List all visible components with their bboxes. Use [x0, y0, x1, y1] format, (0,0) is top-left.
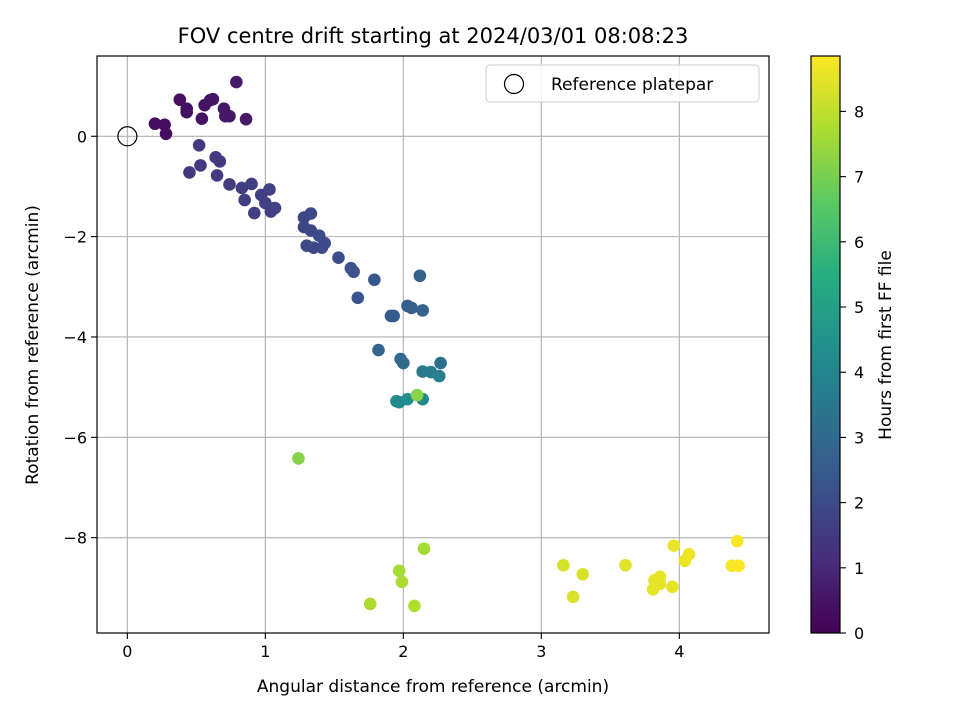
data-point — [401, 392, 414, 406]
data-point — [238, 193, 251, 207]
legend-label: Reference platepar — [551, 75, 713, 95]
data-point — [263, 183, 276, 196]
data-point — [730, 534, 744, 548]
data-point — [245, 177, 258, 191]
chart-title: FOV centre drift starting at 2024/03/01 … — [178, 24, 689, 48]
x-axis-ticks: 0 1 2 3 4 — [122, 633, 684, 661]
y-axis-label: Rotation from reference (arcmin) — [23, 205, 43, 485]
colorbar-gradient — [810, 55, 841, 634]
x-tick-label: 4 — [674, 642, 684, 661]
plot-frame — [96, 55, 770, 634]
data-point — [405, 301, 418, 315]
data-point — [410, 388, 424, 402]
data-point — [619, 558, 632, 572]
data-points — [148, 75, 745, 613]
colorbar-tick-label: 7 — [854, 168, 864, 187]
data-point — [566, 590, 580, 604]
data-point — [347, 265, 360, 279]
data-point — [206, 92, 220, 106]
data-point — [292, 452, 305, 465]
data-point — [576, 567, 590, 581]
colorbar-tick-label: 3 — [854, 428, 864, 447]
data-point — [434, 356, 447, 370]
data-point — [183, 166, 196, 179]
data-point — [413, 269, 427, 283]
data-point — [235, 181, 249, 195]
data-point — [557, 558, 570, 572]
data-point — [732, 559, 745, 573]
data-point — [351, 291, 365, 305]
colorbar-tick-label: 1 — [854, 559, 864, 578]
data-point — [397, 356, 410, 370]
y-tick-label: −4 — [63, 328, 87, 347]
legend-box — [485, 64, 760, 103]
colorbar-tick-label: 4 — [854, 363, 864, 382]
colorbar: 0 1 2 3 4 5 6 7 8 Hours from first FF file — [810, 55, 896, 643]
data-point — [372, 343, 385, 357]
x-tick-label: 3 — [536, 642, 546, 661]
data-point — [416, 304, 429, 317]
y-tick-label: −6 — [63, 428, 87, 447]
data-point — [194, 159, 207, 172]
y-tick-label: 0 — [77, 127, 87, 146]
colorbar-tick-label: 6 — [854, 233, 864, 252]
data-point — [682, 547, 696, 561]
data-point — [363, 597, 377, 611]
x-axis-label: Angular distance from reference (arcmin) — [257, 677, 609, 697]
y-axis-ticks: 0 −2 −4 −6 −8 — [63, 127, 97, 548]
data-point — [432, 369, 446, 383]
data-point — [248, 206, 261, 220]
colorbar-ticks: 0 1 2 3 4 5 6 7 8 — [840, 102, 864, 643]
data-point — [268, 201, 282, 215]
data-point — [332, 251, 345, 264]
colorbar-tick-label: 5 — [854, 298, 864, 317]
reference-point-marker — [117, 126, 138, 147]
data-point — [180, 102, 193, 115]
grid-lines — [97, 56, 769, 633]
data-point — [173, 93, 187, 106]
data-point — [304, 207, 318, 220]
data-point — [148, 117, 162, 131]
reference-marker — [117, 126, 138, 147]
data-point — [395, 575, 409, 589]
data-point — [213, 155, 227, 168]
data-point — [239, 112, 253, 126]
legend-marker-icon — [503, 73, 525, 95]
x-tick-label: 0 — [122, 642, 132, 661]
y-tick-label: −2 — [63, 228, 87, 247]
data-point — [210, 169, 224, 182]
colorbar-tick-label: 0 — [854, 624, 864, 643]
x-tick-label: 1 — [260, 642, 270, 661]
data-point — [192, 139, 206, 152]
colorbar-tick-label: 8 — [854, 102, 864, 121]
legend: Reference platepar — [485, 64, 760, 103]
data-point — [230, 75, 243, 89]
y-tick-label: −8 — [63, 529, 87, 548]
data-point — [666, 580, 679, 594]
data-point — [318, 236, 331, 250]
data-point — [159, 127, 173, 141]
x-tick-label: 2 — [398, 642, 408, 661]
data-point — [368, 273, 381, 287]
data-point — [408, 599, 421, 613]
colorbar-tick-label: 2 — [854, 494, 864, 513]
data-point — [417, 542, 431, 556]
data-point — [195, 112, 209, 126]
data-point — [653, 577, 667, 591]
colorbar-label: Hours from first FF file — [876, 250, 896, 440]
data-point — [392, 564, 406, 578]
data-point — [387, 309, 400, 323]
data-point — [223, 109, 236, 123]
data-point — [667, 539, 681, 552]
data-point — [223, 178, 236, 191]
